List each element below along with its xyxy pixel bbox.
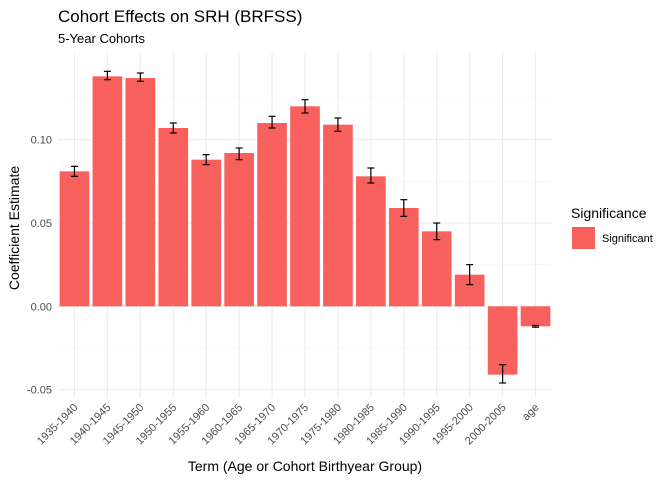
bar-1950-1955 <box>158 128 189 307</box>
bar-2000-2005 <box>487 306 518 375</box>
y-tick-label: -0.05 <box>27 385 52 397</box>
bar-age <box>520 306 551 327</box>
bar-1990-1995 <box>421 231 452 307</box>
bar-1960-1965 <box>224 153 254 307</box>
legend-swatch <box>572 227 595 249</box>
bar-1940-1945 <box>92 76 123 307</box>
y-tick-label: 0.10 <box>31 135 52 147</box>
y-tick-label: 0.00 <box>31 301 52 313</box>
bar-1970-1975 <box>290 106 320 307</box>
bar-1945-1950 <box>125 78 156 307</box>
bar-1935-1940 <box>59 171 90 307</box>
x-axis-title: Term (Age or Cohort Birthyear Group) <box>188 458 422 474</box>
plot-area: -0.050.000.050.101935-19401940-19451945-… <box>27 53 552 447</box>
chart-title: Cohort Effects on SRH (BRFSS) <box>58 7 302 26</box>
bar-1985-1990 <box>388 208 419 307</box>
bar-1955-1960 <box>191 159 222 307</box>
y-tick-label: 0.05 <box>31 218 52 230</box>
y-axis-title: Coefficient Estimate <box>6 166 22 290</box>
legend: Significance Significant <box>571 205 653 249</box>
chart-subtitle: 5-Year Cohorts <box>58 31 145 46</box>
bar-1980-1985 <box>356 176 386 307</box>
bar-1975-1980 <box>323 124 353 307</box>
legend-label-significant: Significant <box>602 233 653 245</box>
x-tick-label: age <box>520 402 541 423</box>
bar-1965-1970 <box>257 123 287 307</box>
legend-title: Significance <box>571 205 647 221</box>
